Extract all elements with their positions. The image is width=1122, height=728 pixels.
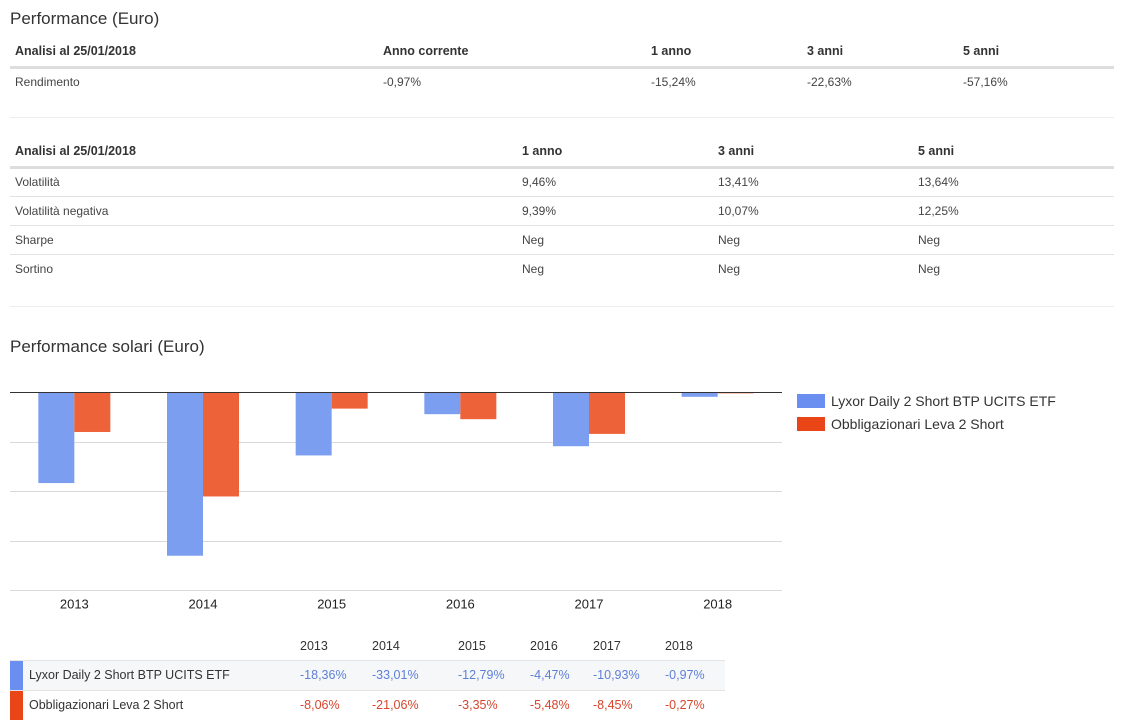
x-tick-label: 2017 <box>575 596 604 611</box>
bar-obbligazionari-2017[interactable] <box>589 392 625 434</box>
header-1-year: 1 anno <box>651 44 692 59</box>
header-5-years: 5 anni <box>963 44 1000 59</box>
bar-obbligazionari-2014[interactable] <box>203 392 239 497</box>
bar-lyxor-2016[interactable] <box>424 392 461 415</box>
table-row: Rendimento -0,97% -15,24% -22,63% -57,16… <box>10 67 1114 96</box>
cell-value: -33,01% <box>372 668 419 682</box>
legend-swatch-blue <box>797 394 825 408</box>
year-header: 2015 <box>458 639 486 654</box>
bar-lyxor-2013[interactable] <box>38 392 75 484</box>
risk-table: Analisi al 25/01/2018 1 anno 3 anni 5 an… <box>10 137 1114 283</box>
bar-lyxor-2017[interactable] <box>553 392 589 447</box>
row-label: Sharpe <box>15 232 54 247</box>
legend-item-lyxor[interactable]: Lyxor Daily 2 Short BTP UCITS ETF <box>797 390 1056 412</box>
bar-lyxor-2014[interactable] <box>167 392 203 556</box>
cell-value: -0,27% <box>665 698 705 712</box>
performance-table: Analisi al 25/01/2018 Anno corrente 1 an… <box>10 37 1114 96</box>
table-row: Obbligazionari Leva 2 Short -8,06% -21,0… <box>10 690 725 720</box>
series-color-swatch <box>10 660 23 690</box>
years-header-row: 2013 2014 2015 2016 2017 2018 <box>10 633 725 660</box>
table-row: Sortino Neg Neg Neg <box>10 254 1114 283</box>
cell-value: -3,35% <box>458 698 498 712</box>
header-3-years: 3 anni <box>718 144 755 159</box>
series-name: Lyxor Daily 2 Short BTP UCITS ETF <box>29 668 230 682</box>
divider <box>10 117 1114 118</box>
x-tick-label: 2015 <box>317 596 346 611</box>
bar-lyxor-2018[interactable] <box>681 392 718 397</box>
legend-swatch-orange <box>797 417 825 431</box>
cell-value: Neg <box>522 261 545 276</box>
table-row: Lyxor Daily 2 Short BTP UCITS ETF -18,36… <box>10 660 725 690</box>
cell-value: -10,93% <box>593 668 640 682</box>
bar-lyxor-2015[interactable] <box>295 392 332 456</box>
x-tick-label: 2014 <box>189 596 218 611</box>
legend-label: Obbligazionari Leva 2 Short <box>831 416 1004 432</box>
table-row: Volatilità negativa 9,39% 10,07% 12,25% <box>10 196 1114 225</box>
performance-title: Performance (Euro) <box>10 9 160 28</box>
table-row: Volatilità 9,46% 13,41% 13,64% <box>10 167 1114 196</box>
annual-performance-table: 2013 2014 2015 2016 2017 2018 Lyxor Dail… <box>10 633 725 720</box>
header-analysis-date: Analisi al 25/01/2018 <box>15 144 136 159</box>
cell-value: -8,45% <box>593 698 633 712</box>
return-5-years: -57,16% <box>963 75 1008 90</box>
series-color-swatch <box>10 690 23 720</box>
cell-value: Neg <box>918 232 941 247</box>
x-axis-labels: 2013 2014 2015 2016 2017 2018 <box>60 596 732 611</box>
row-label: Sortino <box>15 261 54 276</box>
cell-value: Neg <box>918 261 941 276</box>
header-current-year: Anno corrente <box>383 44 469 59</box>
cell-value: -5,48% <box>530 698 570 712</box>
return-3-years: -22,63% <box>807 75 852 90</box>
cell-value: 9,46% <box>522 175 557 189</box>
cell-value: -12,79% <box>458 668 505 682</box>
gridlines <box>10 442 782 591</box>
cell-value: 13,41% <box>718 175 759 189</box>
year-header: 2016 <box>530 639 558 654</box>
year-header: 2017 <box>593 639 621 654</box>
cell-value: 9,39% <box>522 203 557 218</box>
table-row: Sharpe Neg Neg Neg <box>10 225 1114 254</box>
solar-performance-title: Performance solari (Euro) <box>10 337 205 356</box>
cell-value: -8,06% <box>300 698 340 712</box>
cell-value: -21,06% <box>372 698 419 712</box>
risk-header-row: Analisi al 25/01/2018 1 anno 3 anni 5 an… <box>10 137 1114 167</box>
header-analysis-date: Analisi al 25/01/2018 <box>15 44 136 59</box>
cell-value: -18,36% <box>300 668 347 682</box>
bar-chart: 2013 2014 2015 2016 2017 2018 <box>10 392 782 611</box>
x-tick-label: 2018 <box>703 596 732 611</box>
bar-obbligazionari-2013[interactable] <box>74 392 111 432</box>
series-name: Obbligazionari Leva 2 Short <box>29 698 184 712</box>
return-1-year: -15,24% <box>651 75 696 90</box>
cell-value: Neg <box>718 232 741 247</box>
x-tick-label: 2016 <box>446 596 475 611</box>
cell-value: Neg <box>718 261 741 276</box>
row-label: Volatilità <box>15 175 60 189</box>
x-tick-label: 2013 <box>60 596 89 611</box>
year-header: 2013 <box>300 639 328 654</box>
header-5-years: 5 anni <box>918 144 955 159</box>
year-header: 2018 <box>665 639 693 654</box>
bars <box>38 392 754 556</box>
divider <box>10 306 1114 307</box>
row-label: Volatilità negativa <box>15 203 109 218</box>
header-3-years: 3 anni <box>807 44 844 59</box>
cell-value: -0,97% <box>665 668 705 682</box>
legend-item-obbligazionari[interactable]: Obbligazionari Leva 2 Short <box>797 413 1056 435</box>
performance-header-row: Analisi al 25/01/2018 Anno corrente 1 an… <box>10 37 1114 67</box>
bar-obbligazionari-2016[interactable] <box>460 392 497 420</box>
header-1-year: 1 anno <box>522 144 563 159</box>
chart-legend: Lyxor Daily 2 Short BTP UCITS ETF Obblig… <box>797 390 1056 436</box>
cell-value: -4,47% <box>530 668 570 682</box>
cell-value: 10,07% <box>718 203 759 218</box>
row-label: Rendimento <box>15 75 80 90</box>
return-current-year: -0,97% <box>383 75 422 90</box>
legend-label: Lyxor Daily 2 Short BTP UCITS ETF <box>831 393 1056 409</box>
bar-obbligazionari-2015[interactable] <box>331 392 368 409</box>
cell-value: 13,64% <box>918 175 959 189</box>
year-header: 2014 <box>372 639 400 654</box>
cell-value: 12,25% <box>918 203 959 218</box>
cell-value: Neg <box>522 232 545 247</box>
